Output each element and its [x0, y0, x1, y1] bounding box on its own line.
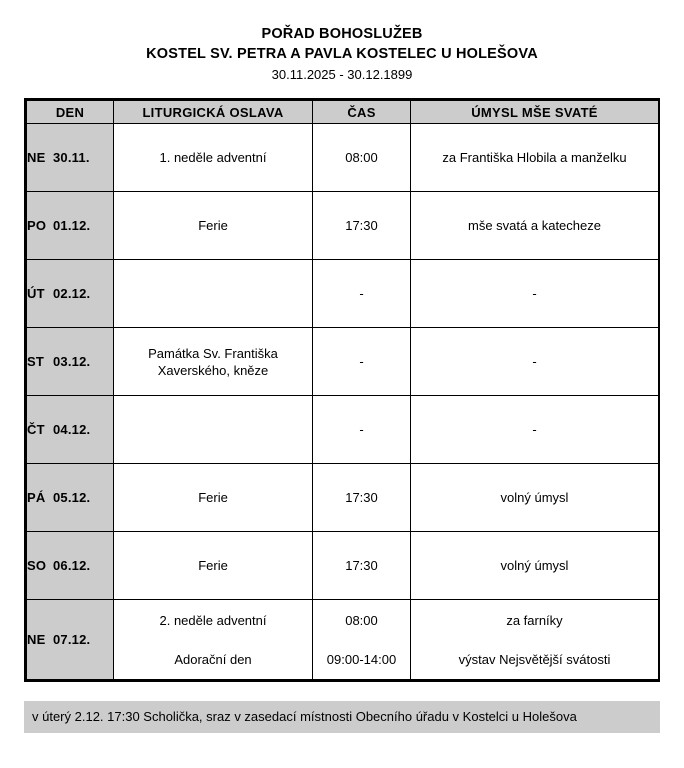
- table-row: SO 06.12. Ferie 17:30 volný úmysl: [26, 531, 659, 600]
- schedule-table: DEN LITURGICKÁ OSLAVA ČAS ÚMYSL MŠE SVAT…: [26, 100, 659, 680]
- cell-intention: za Františka Hlobila a manželku: [410, 123, 659, 192]
- time-secondary: 09:00-14:00: [326, 651, 397, 667]
- time-primary: 08:00: [345, 612, 378, 628]
- day-date: 05.12.: [53, 490, 91, 505]
- cell-day: ST 03.12.: [26, 327, 114, 396]
- cell-liturgical-celebration: 2. neděle adventní Adorační den: [113, 599, 313, 680]
- day-date: 07.12.: [53, 632, 91, 647]
- cell-liturgical-celebration: 1. neděle adventní: [113, 123, 313, 192]
- cell-intention: za farníky výstav Nejsvětější svátosti: [410, 599, 659, 680]
- celebration-primary: 2. neděle adventní: [159, 612, 267, 628]
- cell-intention: -: [410, 395, 659, 464]
- day-date: 01.12.: [53, 218, 91, 233]
- date-range: 30.11.2025 - 30.12.1899: [271, 67, 413, 82]
- page-title: POŘAD BOHOSLUŽEB: [261, 26, 423, 42]
- day-of-week: ÚT: [27, 286, 45, 301]
- day-date: 30.11.: [53, 150, 90, 165]
- day-of-week: NE: [27, 632, 46, 647]
- cell-day: NE 07.12.: [26, 599, 114, 680]
- column-header-liturgicka-oslava: LITURGICKÁ OSLAVA: [113, 100, 313, 124]
- cell-day: ÚT 02.12.: [26, 259, 114, 328]
- cell-time: -: [312, 259, 411, 328]
- cell-intention: volný úmysl: [410, 463, 659, 532]
- cell-time: 08:00 09:00-14:00: [312, 599, 411, 680]
- intention-primary: za farníky: [506, 612, 563, 628]
- cell-day: PO 01.12.: [26, 191, 114, 260]
- cell-liturgical-celebration: Ferie: [113, 191, 313, 260]
- column-header-cas: ČAS: [312, 100, 411, 124]
- page-subtitle-church: KOSTEL SV. PETRA A PAVLA KOSTELEC U HOLE…: [146, 46, 538, 62]
- footer-note: v úterý 2.12. 17:30 Scholička, sraz v za…: [24, 701, 660, 733]
- cell-day: SO 06.12.: [26, 531, 114, 600]
- cell-liturgical-celebration: Památka Sv. Františka Xaverského, kněze: [113, 327, 313, 396]
- column-header-den: DEN: [26, 100, 114, 124]
- day-date: 02.12.: [53, 286, 91, 301]
- day-of-week: PO: [27, 218, 47, 233]
- cell-liturgical-celebration: Ferie: [113, 463, 313, 532]
- table-row: PÁ 05.12. Ferie 17:30 volný úmysl: [26, 463, 659, 532]
- day-date: 04.12.: [53, 422, 91, 437]
- intention-secondary: výstav Nejsvětější svátosti: [458, 651, 611, 667]
- table-row: ČT 04.12. - -: [26, 395, 659, 464]
- schedule-table-container: DEN LITURGICKÁ OSLAVA ČAS ÚMYSL MŠE SVAT…: [24, 98, 660, 682]
- cell-time: 08:00: [312, 123, 411, 192]
- table-header-row: DEN LITURGICKÁ OSLAVA ČAS ÚMYSL MŠE SVAT…: [26, 100, 659, 124]
- cell-liturgical-celebration: Ferie: [113, 531, 313, 600]
- day-of-week: PÁ: [27, 490, 46, 505]
- table-row: ST 03.12. Památka Sv. Františka Xaverskéh…: [26, 327, 659, 396]
- cell-time: 17:30: [312, 463, 411, 532]
- cell-liturgical-celebration: [113, 259, 313, 328]
- day-of-week: ST: [27, 354, 45, 369]
- cell-intention: -: [410, 327, 659, 396]
- cell-intention: -: [410, 259, 659, 328]
- page-title-block: POŘAD BOHOSLUŽEB KOSTEL SV. PETRA A PAVL…: [0, 0, 684, 85]
- cell-time: -: [312, 395, 411, 464]
- column-header-umysl-mse-svate: ÚMYSL MŠE SVATÉ: [410, 100, 659, 124]
- cell-day: PÁ 05.12.: [26, 463, 114, 532]
- table-row: NE 30.11. 1. neděle adventní 08:00 za Fra…: [26, 123, 659, 192]
- day-date: 03.12.: [53, 354, 91, 369]
- table-row: ÚT 02.12. - -: [26, 259, 659, 328]
- cell-time: 17:30: [312, 531, 411, 600]
- celebration-secondary: Adorační den: [174, 651, 252, 667]
- cell-liturgical-celebration: [113, 395, 313, 464]
- cell-day: ČT 04.12.: [26, 395, 114, 464]
- cell-day: NE 30.11.: [26, 123, 114, 192]
- cell-intention: mše svatá a katecheze: [410, 191, 659, 260]
- table-row: NE 07.12. 2. neděle adventní Adorační den…: [26, 599, 659, 680]
- day-date: 06.12.: [53, 558, 91, 573]
- cell-intention: volný úmysl: [410, 531, 659, 600]
- table-header: DEN LITURGICKÁ OSLAVA ČAS ÚMYSL MŠE SVAT…: [26, 100, 659, 124]
- day-of-week: ČT: [27, 422, 45, 437]
- table-body: NE 30.11. 1. neděle adventní 08:00 za Fra…: [26, 123, 659, 680]
- cell-time: -: [312, 327, 411, 396]
- day-of-week: NE: [27, 150, 46, 165]
- table-row: PO 01.12. Ferie 17:30 mše svatá a kateche…: [26, 191, 659, 260]
- day-of-week: SO: [27, 558, 47, 573]
- cell-time: 17:30: [312, 191, 411, 260]
